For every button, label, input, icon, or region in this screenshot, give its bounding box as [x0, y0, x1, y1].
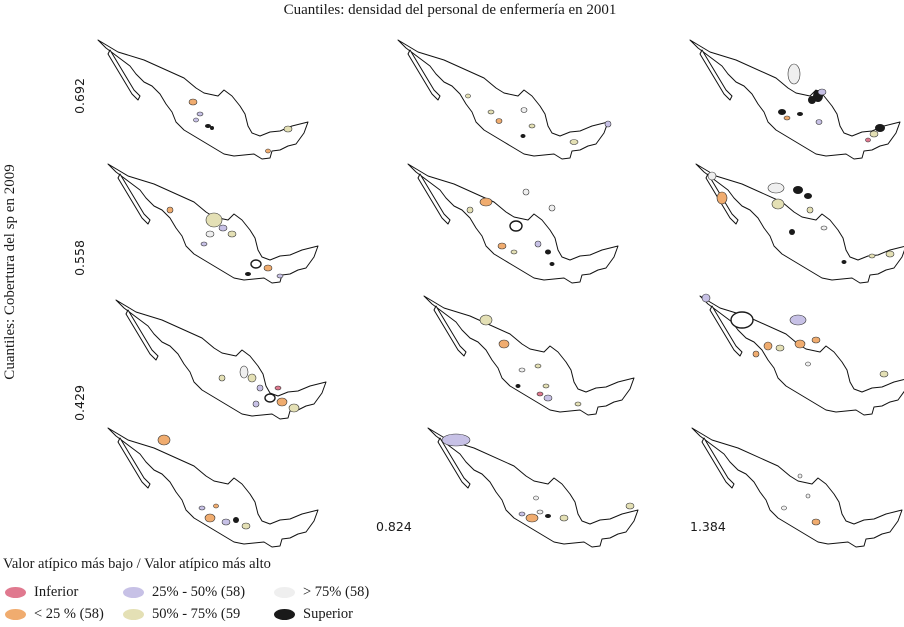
legend-swatch	[5, 587, 26, 598]
map-panel-r4c1	[107, 427, 319, 548]
legend-item-25-50: 25% - 50% (58)	[123, 584, 245, 601]
legend-swatch	[274, 609, 295, 620]
x-break-label-2: 1.384	[690, 519, 726, 534]
legend-label: Superior	[303, 606, 353, 622]
legend-swatch	[123, 587, 144, 598]
legend-label: > 75% (58)	[303, 584, 370, 600]
legend-swatch	[274, 587, 295, 598]
legend-swatch	[5, 609, 26, 620]
y-break-label-2: 0.558	[72, 240, 87, 276]
legend-item-below-25: < 25 % (58)	[5, 606, 104, 623]
y-break-label-3: 0.429	[72, 385, 87, 421]
legend-item-50-75: 50% - 75% (59	[123, 606, 240, 623]
x-break-label-1: 0.824	[376, 519, 412, 534]
y-break-label-1: 0.692	[72, 78, 87, 114]
legend-label: 25% - 50% (58)	[152, 584, 246, 600]
legend-item-superior: Superior	[274, 606, 353, 623]
legend-swatch	[123, 609, 144, 620]
legend-label: 50% - 75% (59	[152, 606, 241, 622]
legend-item-inferior: Inferior	[5, 584, 78, 601]
map-panel-r4c3	[691, 427, 903, 548]
legend-title: Valor atípico más bajo / Valor atípico m…	[3, 556, 271, 572]
legend-label: Inferior	[34, 584, 79, 600]
conditional-map-grid: Cuantiles: densidad del personal de enfe…	[2, 2, 904, 548]
map-panel-r3c3	[699, 293, 904, 416]
chart-title: Cuantiles: densidad del personal de enfe…	[284, 2, 617, 18]
map-panel-r4c2	[427, 427, 639, 548]
map-panel-r2c2	[407, 163, 619, 284]
y-axis-label: Cuantiles: Cobertura del sp en 2009	[2, 164, 18, 379]
legend-label: < 25 % (58)	[34, 606, 104, 622]
map-panel-r3c2	[423, 295, 635, 416]
map-panel-r1c1	[97, 39, 309, 160]
map-panel-r3c1	[115, 299, 327, 420]
map-panel-r2c1	[107, 163, 319, 284]
map-panel-r1c2	[397, 39, 612, 160]
legend-item-above-75: > 75% (58)	[274, 584, 369, 601]
map-panel-r1c3	[689, 39, 901, 160]
map-panel-r2c3	[695, 163, 904, 284]
legend: Valor atípico más bajo / Valor atípico m…	[3, 556, 423, 626]
